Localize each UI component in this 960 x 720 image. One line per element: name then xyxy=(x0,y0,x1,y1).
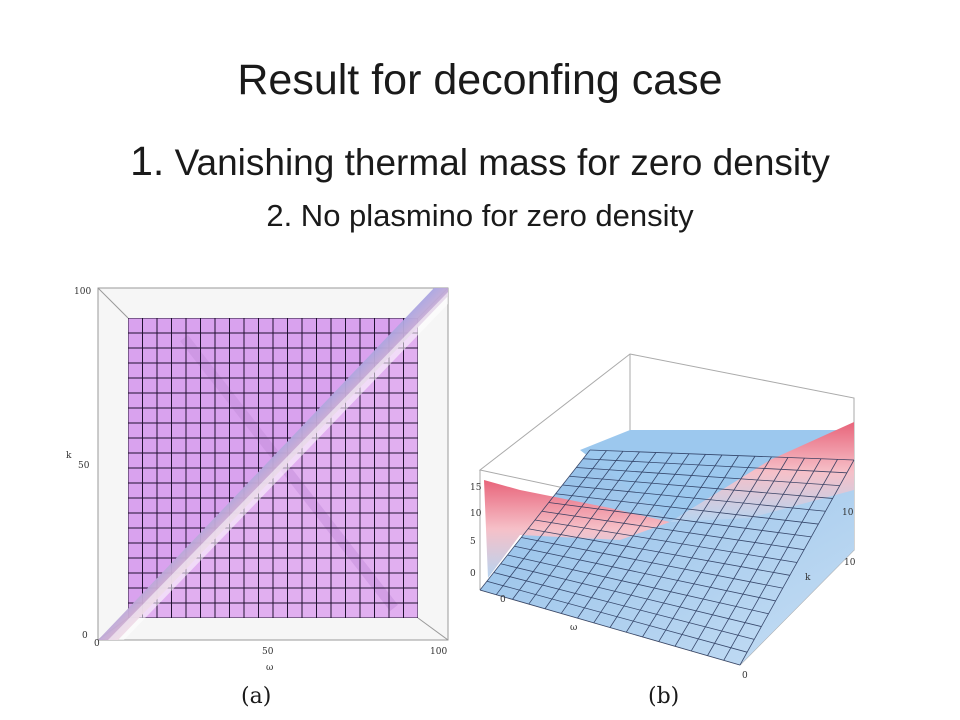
a-x-tick-0: 0 xyxy=(94,639,100,649)
a-x-label: ω xyxy=(266,663,273,673)
bullet-1: 1. Vanishing thermal mass for zero densi… xyxy=(0,138,960,185)
figure-b-caption: (b) xyxy=(648,684,680,709)
mesh-line xyxy=(555,493,819,525)
mesh-line xyxy=(569,475,833,499)
mesh-line xyxy=(723,459,838,661)
a-x-tick-100: 100 xyxy=(430,647,447,657)
mesh-line xyxy=(625,455,739,633)
b-z-tick-5: 5 xyxy=(470,537,476,547)
mesh-line xyxy=(576,467,840,487)
slide-title: Result for deconfing case xyxy=(237,56,723,104)
a-y-tick-100: 100 xyxy=(74,287,91,297)
mesh-line xyxy=(674,457,789,647)
mesh-line xyxy=(690,457,805,652)
mesh-line xyxy=(707,458,822,656)
b-z-tick-10: 10 xyxy=(470,509,482,519)
bullet-2: 2. No plasmino for zero density xyxy=(266,198,694,233)
mesh-line xyxy=(548,502,812,538)
b-z-tick-0: 0 xyxy=(470,569,476,579)
mesh-line xyxy=(562,484,826,512)
a-x-tick-50: 50 xyxy=(262,647,274,657)
b-y-tick-10: 10 xyxy=(844,558,856,568)
b-z-tick-15: 15 xyxy=(470,483,482,493)
a-y-tick-50: 50 xyxy=(78,461,90,471)
b-y-tick-0: 0 xyxy=(742,671,748,680)
b-x-tick-10: 10 xyxy=(842,508,854,518)
mesh-line xyxy=(739,459,855,666)
mesh-line xyxy=(589,449,855,461)
b-y-label: k xyxy=(805,573,811,583)
figure-b-surface-plot: 15 10 5 0 10 k 0 0 ω 10 xyxy=(470,353,856,680)
figure-a-caption: (a) xyxy=(241,684,272,709)
b-x-tick-0: 0 xyxy=(500,595,506,605)
mesh-line xyxy=(583,458,847,474)
a-y-tick-0: 0 xyxy=(82,631,88,641)
bullet-1-number: 1. xyxy=(130,138,165,184)
mesh-line xyxy=(642,456,756,638)
mesh-line xyxy=(541,510,805,551)
figure-a-spectral-plot: 0 50 100 ω 0 50 100 k xyxy=(66,287,449,673)
bullet-1-text: Vanishing thermal mass for zero density xyxy=(164,142,830,183)
b-x-label: ω xyxy=(570,623,577,633)
mesh-line xyxy=(658,456,772,642)
a-y-label: k xyxy=(66,451,72,461)
mesh-line xyxy=(609,454,723,628)
